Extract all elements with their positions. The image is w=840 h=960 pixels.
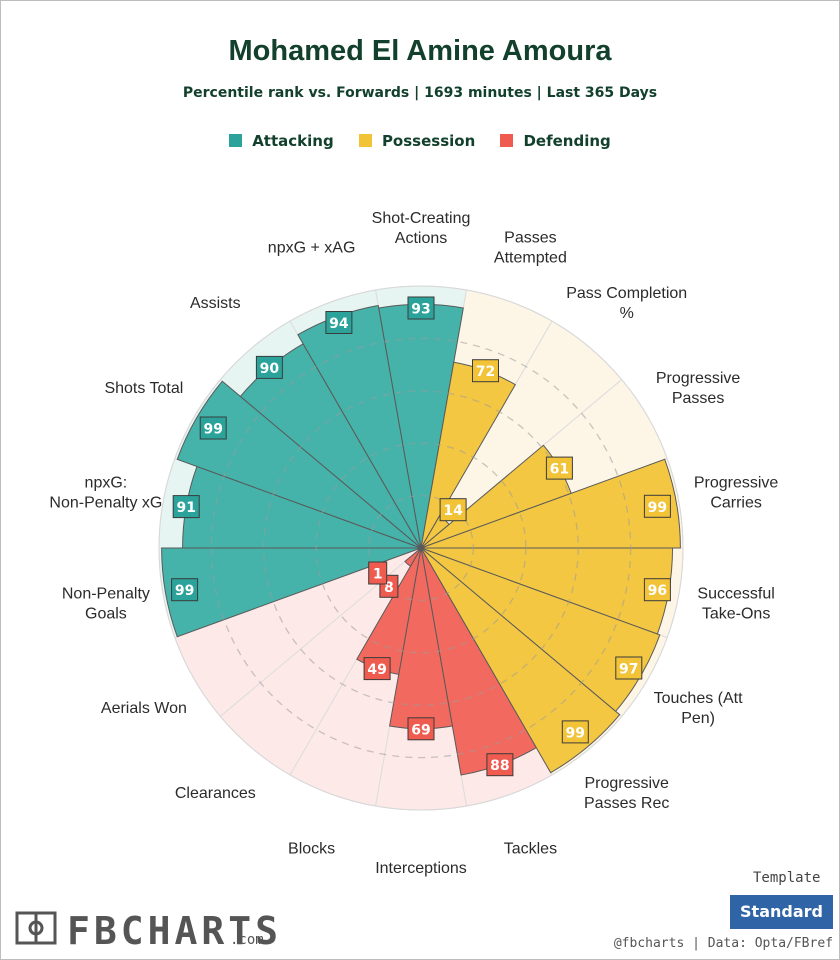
category-label-tackles: Tackles (504, 841, 557, 858)
value-badge-npxg-non-penalty-xg (172, 495, 200, 519)
value-label-successful-take-ons: 96 (648, 583, 667, 599)
category-label-progressive-passes-rec: Progressive Passes Rec (584, 775, 669, 812)
legend-label: Possession (381, 132, 476, 150)
category-label-blocks: Blocks (288, 841, 335, 858)
value-label-touches-att-pen: 97 (619, 662, 638, 678)
value-label-shots-total: 99 (203, 422, 222, 438)
category-label-aerials-won: Aerials Won (101, 700, 187, 717)
value-badge-tackles (486, 753, 514, 777)
value-label-interceptions: 69 (411, 722, 430, 738)
outer-ring (158, 285, 684, 811)
category-label-non-penalty-goals: Non-Penalty Goals (62, 586, 150, 623)
category-label-interceptions: Interceptions (375, 860, 467, 877)
value-label-tackles: 88 (490, 758, 509, 774)
value-badge-progressive-passes-rec (561, 720, 589, 744)
grid-ring (367, 494, 475, 602)
bar-progressive-carries (420, 458, 681, 549)
value-badge-progressive-carries (643, 494, 671, 518)
value-badge-assists (255, 355, 283, 379)
category-label-npxg-non-penalty-xg: npxG: Non-Penalty xG (49, 474, 162, 511)
category-label-npxg-xag: npxG + xAG (268, 239, 356, 256)
category-label-progressive-passes: Progressive Passes (656, 370, 741, 407)
value-label-pass-completion: 14 (443, 503, 463, 519)
value-badge-touches-att-pen (615, 656, 643, 680)
category-label-assists: Assists (190, 295, 241, 312)
value-badge-successful-take-ons (643, 578, 671, 602)
legend-swatch (500, 134, 514, 147)
legend-item-attacking: Attacking (229, 132, 334, 150)
grid-ring (210, 337, 632, 759)
grid-ring (315, 442, 527, 654)
category-label-progressive-carries: Progressive Carries (694, 474, 779, 511)
value-label-non-penalty-goals: 99 (175, 583, 194, 599)
template-standard-button[interactable]: Standard (730, 895, 833, 929)
value-label-shot-creating-actions: 93 (411, 302, 430, 318)
value-badge-shot-creating-actions (407, 296, 435, 320)
value-label-progressive-passes: 61 (550, 462, 569, 478)
value-label-assists: 90 (260, 361, 280, 377)
legend-swatch (229, 134, 243, 147)
value-label-passes-attempted: 72 (476, 364, 495, 380)
data-wedges (161, 303, 681, 776)
value-label-npxg-xag: 94 (329, 316, 349, 332)
category-label-shots-total: Shots Total (104, 380, 183, 397)
legend-item-defending: Defending (500, 132, 611, 150)
value-badge-shots-total (199, 416, 227, 440)
value-label-aerials-won: 1 (373, 567, 383, 583)
grid (158, 285, 684, 811)
value-badge-blocks (363, 657, 391, 681)
value-badge-aerials-won (368, 561, 388, 585)
value-label-npxg-non-penalty-xg: 91 (176, 500, 195, 516)
value-badge-passes-attempted (472, 359, 499, 383)
legend-swatch (358, 134, 372, 147)
value-label-progressive-passes-rec: 99 (566, 725, 585, 741)
logo-suffix: .com (230, 932, 264, 948)
grid-ring (263, 390, 579, 706)
value-badges: 93 72 14 61 99 96 97 99 88 69 49 81 99 91 99 90 94 (171, 296, 671, 777)
category-label-pass-completion: Pass Completion% (566, 285, 687, 322)
category-label-successful-take-ons: Successful Take-Ons (697, 586, 774, 623)
logo-text: FBCHARTS (67, 909, 283, 953)
legend-item-possession: Possession (358, 132, 476, 150)
value-badge-non-penalty-goals (171, 578, 199, 602)
chart-title: Mohamed El Amine Amoura (228, 35, 612, 67)
legend-label: Defending (523, 132, 611, 150)
category-label-touches-att-pen: Touches (Att Pen) (654, 690, 743, 727)
value-label-clearances: 8 (384, 580, 394, 596)
bar-clearances (404, 547, 422, 567)
category-label-shot-creating-actions: Shot-Creating Actions (372, 210, 471, 247)
legend: Attacking Possession Defending (1, 132, 839, 150)
bar-progressive-passes-rec (420, 547, 621, 774)
value-badge-progressive-passes (545, 456, 573, 480)
value-label-blocks: 49 (367, 662, 386, 678)
value-badge-interceptions (407, 717, 435, 741)
category-label-clearances: Clearances (175, 785, 256, 802)
template-label: Template (753, 870, 821, 886)
data-credit: @fbcharts | Data: Opta/FBref (613, 936, 833, 951)
category-label-passes-attempted: Passes Attempted (494, 229, 567, 266)
chart-subtitle: Percentile rank vs. Forwards | 1693 minu… (182, 85, 658, 101)
pitch-icon (15, 911, 57, 945)
bar-non-penalty-goals (161, 547, 422, 638)
category-labels: Shot-Creating Actions Passes Attempted Pass … (49, 210, 778, 877)
fbcharts-logo: FBCHARTS .com (15, 909, 278, 953)
value-badge-pass-completion (439, 498, 467, 522)
bar-shots-total (176, 380, 422, 549)
value-label-progressive-carries: 99 (648, 500, 667, 516)
legend-label: Attacking (252, 132, 334, 150)
value-badge-npxg-xag (325, 311, 353, 334)
